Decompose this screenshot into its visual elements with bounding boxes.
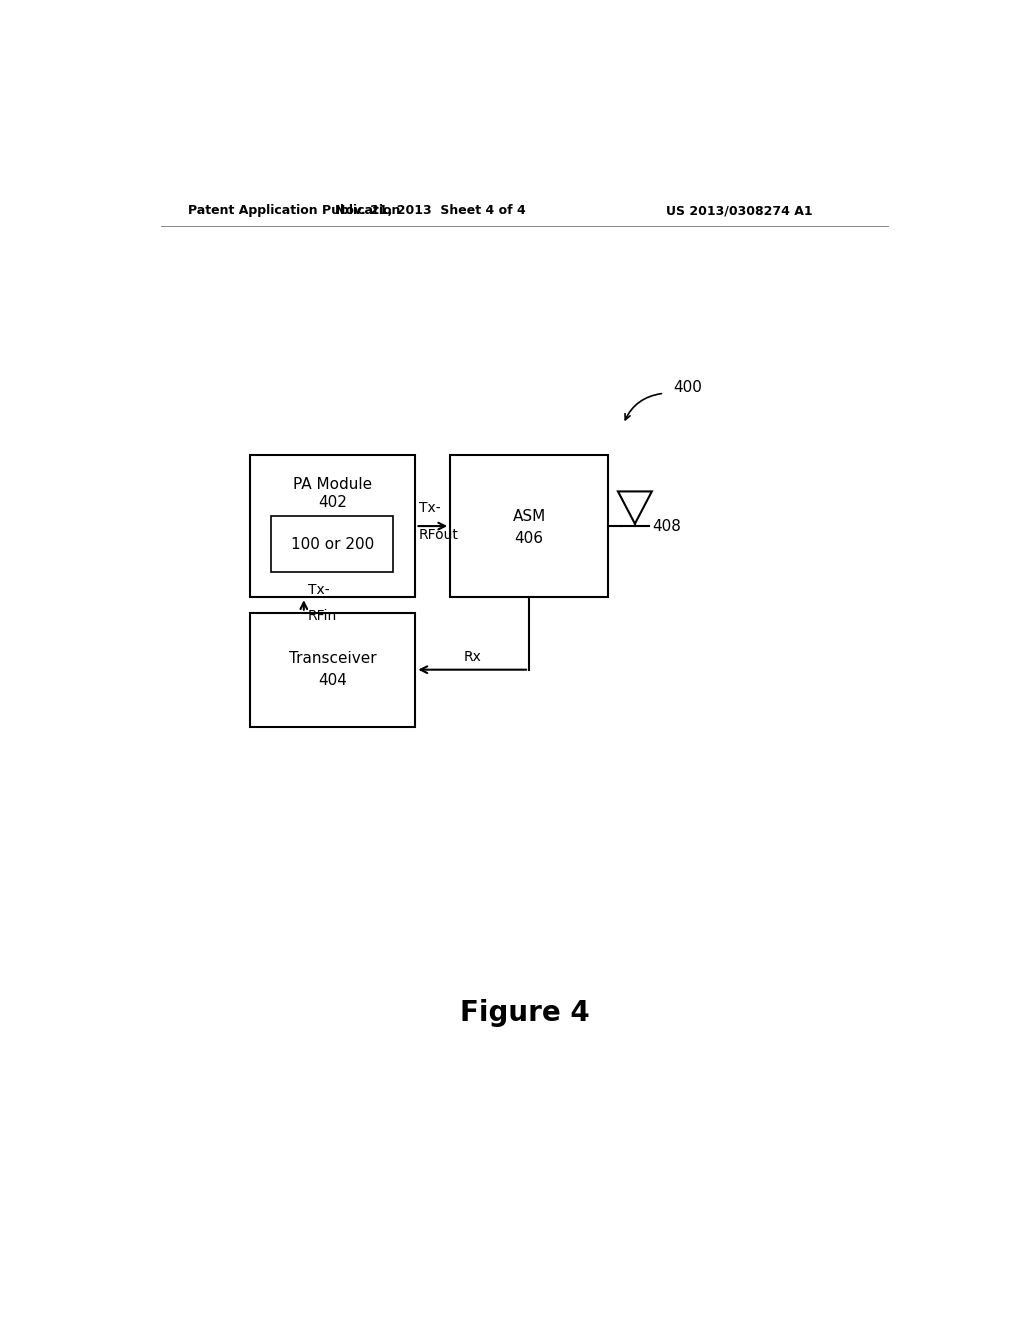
Text: 400: 400 bbox=[674, 380, 702, 396]
Text: PA Module: PA Module bbox=[293, 477, 373, 491]
Text: 408: 408 bbox=[652, 519, 681, 533]
Text: Transceiver: Transceiver bbox=[289, 651, 377, 667]
Bar bbox=[271, 516, 393, 572]
Text: 406: 406 bbox=[514, 531, 544, 546]
Text: Figure 4: Figure 4 bbox=[460, 999, 590, 1027]
Text: Tx-: Tx- bbox=[307, 583, 330, 597]
Text: 402: 402 bbox=[318, 495, 347, 510]
Text: ASM: ASM bbox=[512, 510, 546, 524]
Bar bbox=[250, 612, 416, 726]
Text: Tx-: Tx- bbox=[419, 502, 440, 515]
Text: RFin: RFin bbox=[307, 609, 337, 623]
Bar bbox=[250, 455, 416, 598]
Text: Rx: Rx bbox=[463, 649, 481, 664]
Text: RFout: RFout bbox=[419, 528, 459, 541]
Text: Nov. 21, 2013  Sheet 4 of 4: Nov. 21, 2013 Sheet 4 of 4 bbox=[336, 205, 526, 218]
Text: 404: 404 bbox=[318, 673, 347, 688]
Text: 100 or 200: 100 or 200 bbox=[291, 537, 374, 552]
Text: Patent Application Publication: Patent Application Publication bbox=[188, 205, 400, 218]
Bar bbox=[451, 455, 608, 598]
Text: US 2013/0308274 A1: US 2013/0308274 A1 bbox=[666, 205, 812, 218]
